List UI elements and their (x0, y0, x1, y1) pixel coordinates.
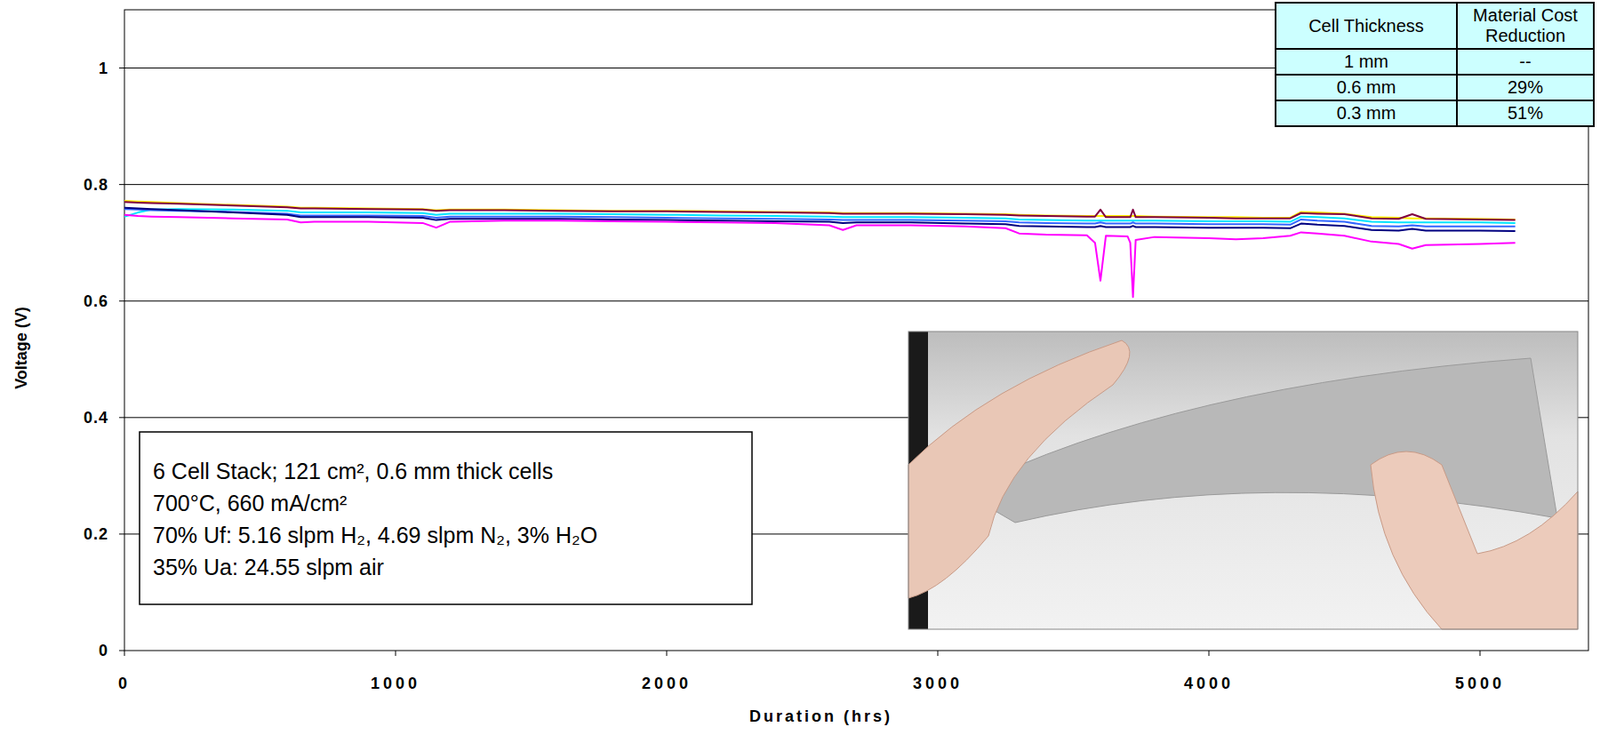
y-axis-title: Voltage (V) (12, 306, 31, 390)
x-tick (666, 650, 668, 656)
table-cell: 51% (1456, 100, 1594, 127)
x-tick (1208, 650, 1210, 656)
y-tick-label: 1 (98, 59, 109, 78)
table-row: 1 mm-- (1275, 48, 1594, 75)
x-tick (937, 650, 939, 656)
annotation-line: 700°C, 660 mA/cm² (152, 490, 347, 516)
series-group (124, 200, 1516, 297)
y-tick (119, 184, 125, 185)
x-tick-label: 2000 (641, 674, 692, 693)
annotation-box (139, 432, 752, 605)
grid-line (124, 300, 1589, 302)
x-tick-label: 4000 (1184, 674, 1234, 693)
y-tick-label: 0.2 (83, 525, 109, 544)
photo-hand-left (908, 340, 1130, 599)
y-tick-label: 0 (98, 641, 109, 660)
y-tick (119, 300, 125, 302)
x-tick-label: 1000 (370, 674, 421, 693)
table-header: Cell Thickness (1275, 2, 1457, 49)
table-cell: 0.3 mm (1275, 100, 1457, 127)
photo-hand-right (1370, 451, 1578, 630)
x-tick (124, 650, 126, 656)
table-cell: 29% (1456, 74, 1594, 101)
annotation-line: 35% Ua: 24.55 slpm air (152, 554, 384, 580)
table-cell: 1 mm (1275, 48, 1457, 75)
x-tick-label: 5000 (1455, 674, 1505, 693)
table-cell: -- (1456, 48, 1594, 75)
x-tick-label: 0 (118, 674, 131, 693)
photo-border (908, 331, 1578, 630)
y-tick (119, 416, 125, 418)
table-cell: 0.6 mm (1275, 74, 1457, 101)
table-header: Material Cost Reduction (1456, 2, 1594, 49)
photo-background (908, 331, 1578, 630)
annotation-line: 70% Uf: 5.16 slpm H₂, 4.69 slpm N₂, 3% H… (152, 522, 598, 548)
y-tick (119, 533, 125, 535)
x-tick (395, 650, 397, 656)
table-row: 0.3 mm51% (1275, 100, 1594, 127)
y-tick-label: 0.6 (83, 292, 109, 311)
table-header-row: Cell ThicknessMaterial Cost Reduction (1275, 2, 1594, 49)
x-axis-title: Duration (hrs) (749, 707, 893, 726)
table-row: 0.6 mm29% (1275, 74, 1594, 101)
annotation: 6 Cell Stack; 121 cm², 0.6 mm thick cell… (139, 432, 752, 605)
y-tick (119, 67, 125, 69)
plot-frame (124, 9, 1589, 651)
y-tick-label: 0.4 (83, 408, 109, 427)
series-line (124, 215, 1516, 297)
grid-line (124, 184, 1589, 185)
x-tick-label: 3000 (912, 674, 963, 693)
series-line (124, 208, 1516, 232)
y-tick (119, 650, 125, 652)
annotation-line: 6 Cell Stack; 121 cm², 0.6 mm thick cell… (152, 458, 553, 484)
x-tick (1480, 650, 1481, 656)
cost-table: Cell ThicknessMaterial Cost Reduction1 m… (1274, 1, 1595, 128)
photo (908, 331, 1578, 630)
y-tick-label: 0.8 (83, 176, 109, 194)
